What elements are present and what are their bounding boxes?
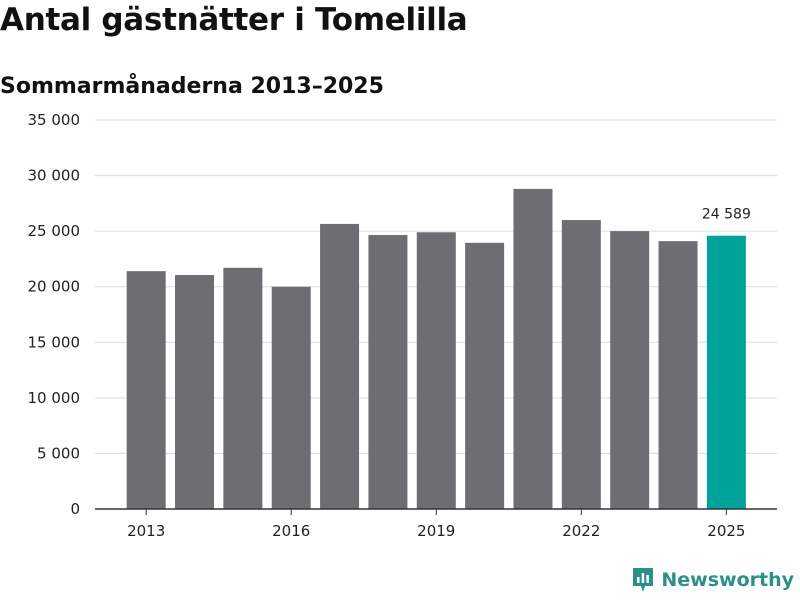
bar-highlight: [706, 235, 746, 510]
bar: [416, 232, 456, 510]
y-tick-label: 25 000: [28, 222, 81, 240]
x-tick-label: 2016: [272, 522, 310, 540]
y-tick-label: 10 000: [28, 389, 81, 407]
bar: [271, 286, 311, 509]
newsworthy-logo-icon: [633, 568, 654, 592]
y-tick-label: 20 000: [28, 278, 81, 296]
y-tick-label: 5 000: [37, 444, 80, 462]
bar: [513, 188, 553, 509]
bar: [658, 241, 698, 509]
bar: [320, 223, 360, 509]
bar: [561, 220, 601, 509]
chart-subtitle: Sommarmånaderna 2013–2025: [0, 74, 384, 99]
x-tick-label: 2025: [707, 522, 745, 540]
bar: [368, 235, 408, 510]
chart-title: Antal gästnätter i Tomelilla: [0, 2, 468, 38]
newsworthy-logo: Newsworthy: [631, 566, 794, 594]
data-label: 24 589: [702, 207, 751, 223]
bar: [465, 242, 505, 509]
bar: [223, 267, 263, 509]
y-tick-label: 0: [70, 500, 80, 518]
x-tick-label: 2013: [127, 522, 165, 540]
y-tick-label: 30 000: [28, 167, 81, 185]
x-tick-label: 2022: [562, 522, 600, 540]
y-tick-label: 35 000: [28, 111, 81, 129]
y-tick-label: 15 000: [28, 333, 81, 351]
bar: [126, 271, 166, 509]
newsworthy-logo-text: Newsworthy: [661, 569, 794, 591]
bar: [610, 231, 650, 509]
bar: [175, 275, 215, 509]
x-tick-label: 2019: [417, 522, 455, 540]
